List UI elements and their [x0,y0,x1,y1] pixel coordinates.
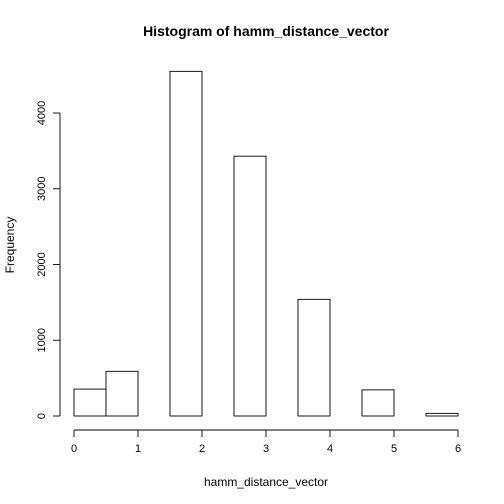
y-tick-label: 0 [36,413,48,419]
histogram-bar [170,71,202,416]
x-tick-label: 0 [71,443,77,455]
y-tick-label: 4000 [36,101,48,125]
histogram-bar [298,299,330,416]
y-tick-label: 2000 [36,252,48,276]
y-tick-label: 1000 [36,328,48,352]
histogram-bar [362,390,394,416]
histogram-bar [234,156,266,416]
x-tick-label: 5 [391,443,397,455]
x-tick-label: 2 [199,443,205,455]
x-axis-label: hamm_distance_vector [204,475,328,489]
x-tick-label: 4 [327,443,333,455]
y-axis: 0 1000 2000 3000 4000 [36,101,60,419]
y-tick-label: 3000 [36,177,48,201]
chart-title: Histogram of hamm_distance_vector [143,23,389,39]
x-tick-label: 1 [135,443,141,455]
y-axis-label: Frequency [3,217,17,274]
histogram-bar [74,389,106,416]
bars-group [74,71,458,416]
x-tick-label: 6 [455,443,461,455]
x-axis: 0 1 2 3 4 5 6 [71,430,461,455]
x-tick-label: 3 [263,443,269,455]
histogram-bar [106,371,138,416]
histogram-bar [426,413,458,416]
